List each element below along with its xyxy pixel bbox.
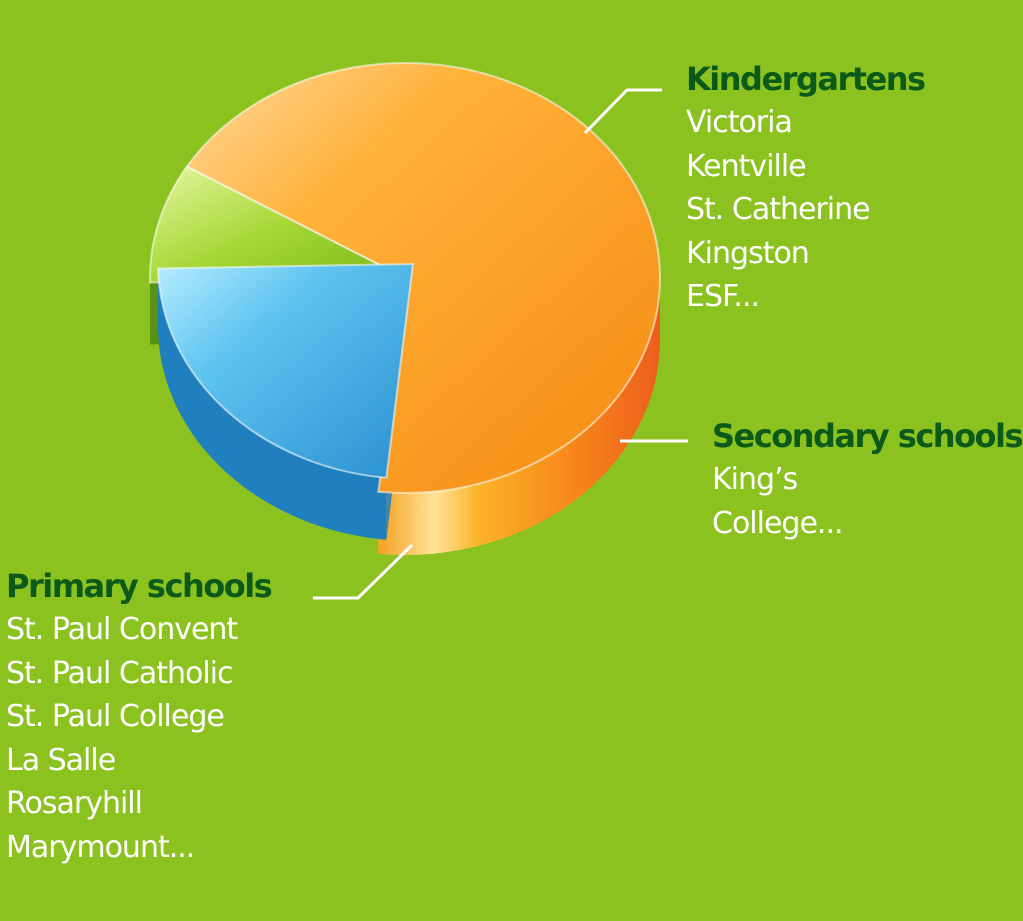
- leader-lines: [313, 88, 688, 600]
- pie-slice-side: [378, 278, 660, 555]
- primary-schools-item: La Salle: [6, 742, 116, 778]
- kindergartens-item: Kingston: [686, 235, 810, 271]
- pie-slice-side: [158, 268, 387, 540]
- primary-schools-item: Rosaryhill: [6, 786, 143, 821]
- kindergartens-item: ESF...: [686, 279, 760, 314]
- pie-slice-kindergartens: [157, 262, 415, 479]
- kindergartens-callout: Kindergartens Victoria Kentville St. Cat…: [686, 57, 926, 319]
- primary-schools-item: St. Paul Catholic: [6, 655, 234, 691]
- secondary-schools-title: Secondary schools: [712, 417, 1023, 455]
- secondary-schools-item: College...: [712, 505, 844, 541]
- leader-line-primary: [313, 543, 414, 600]
- secondary-schools-callout: Secondary schools King’s College...: [712, 414, 1023, 545]
- pie-slice-primary-schools: [185, 62, 661, 494]
- primary-schools-callout: Primary schools St. Paul Convent St. Pau…: [6, 564, 273, 869]
- kindergartens-item: Kentville: [686, 148, 807, 184]
- kindergartens-item: Victoria: [686, 105, 793, 140]
- primary-schools-item: Marymount...: [6, 829, 195, 865]
- kindergartens-title: Kindergartens: [686, 60, 926, 98]
- primary-schools-item: St. Paul Convent: [6, 612, 238, 647]
- kindergartens-item: St. Catherine: [686, 192, 871, 227]
- primary-schools-title: Primary schools: [6, 567, 273, 605]
- pie-slice-secondary-schools: [149, 165, 406, 284]
- leader-line-kindergartens: [583, 88, 662, 135]
- secondary-schools-item: King’s: [712, 462, 798, 497]
- primary-schools-item: St. Paul College: [6, 699, 225, 734]
